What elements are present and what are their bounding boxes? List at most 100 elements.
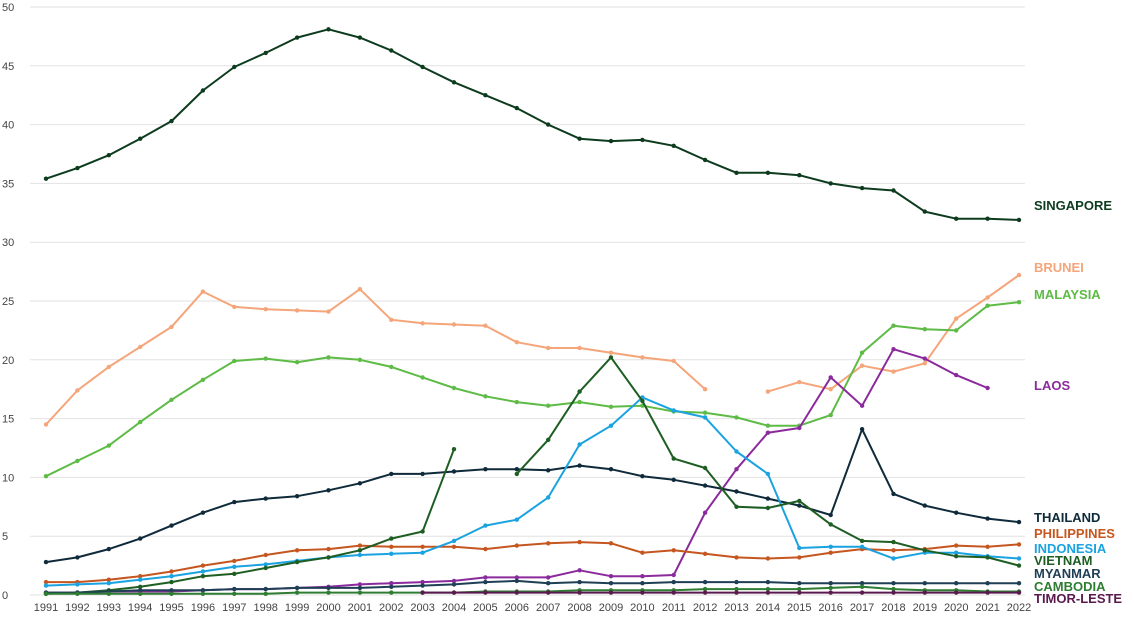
data-point (514, 517, 519, 522)
series-line (45, 428, 1020, 564)
data-point (43, 176, 49, 181)
data-point (828, 181, 833, 186)
x-tick-label: 1999 (285, 602, 309, 614)
data-point (891, 188, 896, 193)
data-point (169, 591, 174, 596)
data-point (797, 173, 802, 178)
data-point (169, 118, 174, 124)
series-label: CAMBODIA (1034, 579, 1106, 594)
data-point (357, 287, 363, 292)
data-point (859, 584, 865, 589)
data-point (985, 216, 990, 221)
data-point (765, 579, 771, 585)
data-point (640, 574, 645, 579)
data-point (326, 555, 331, 560)
data-point (1016, 519, 1022, 525)
data-point (546, 122, 551, 127)
x-tick-label: 2021 (975, 602, 999, 614)
series-label: INDONESIA (1034, 541, 1107, 556)
x-tick-label: 2009 (599, 602, 623, 614)
data-point (797, 545, 802, 551)
series-lines (43, 27, 1022, 596)
data-point (765, 423, 771, 428)
data-point (389, 471, 394, 477)
data-point (326, 585, 331, 591)
data-point (294, 559, 300, 565)
data-point (671, 548, 676, 553)
data-point (797, 590, 802, 595)
data-point (357, 590, 363, 595)
data-point (514, 399, 519, 405)
x-tick-label: 1992 (65, 602, 89, 614)
data-point (483, 590, 488, 595)
data-point (702, 579, 708, 585)
data-point (263, 591, 268, 596)
data-point (734, 449, 739, 454)
data-point (985, 581, 990, 586)
data-point (608, 355, 614, 360)
data-point (138, 536, 143, 541)
data-point (640, 137, 645, 143)
series-labels: SINGAPORE BRUNEI MALAYSIA LAOS THAILANDPHILI… (1034, 198, 1122, 606)
data-point (263, 586, 268, 592)
data-point (106, 581, 112, 586)
data-point (640, 398, 645, 404)
data-point (954, 328, 959, 333)
data-point (232, 564, 237, 569)
x-tick-label: 2022 (1007, 602, 1031, 614)
series-label: THAILAND (1034, 510, 1100, 525)
y-tick-label: 30 (2, 237, 14, 249)
data-point (922, 503, 927, 508)
data-point (765, 389, 771, 394)
data-point (326, 488, 331, 493)
series-label: MALAYSIA (1034, 287, 1101, 302)
data-point (138, 588, 143, 593)
data-point (294, 548, 300, 553)
data-point (514, 471, 519, 477)
series-line (46, 585, 1019, 595)
data-point (200, 563, 206, 568)
data-point (326, 546, 331, 552)
data-point (954, 590, 959, 595)
data-point (43, 591, 49, 596)
data-point (232, 586, 237, 592)
series-label: PHILIPPINES (1034, 526, 1115, 541)
data-point (608, 574, 614, 579)
data-point (420, 544, 425, 549)
data-point (514, 575, 519, 580)
data-point (702, 157, 708, 163)
series-line (45, 28, 1020, 221)
data-point (702, 590, 708, 595)
data-point (43, 474, 49, 479)
data-point (922, 548, 927, 553)
data-point (138, 419, 143, 425)
data-point (608, 467, 614, 472)
data-point (451, 447, 457, 452)
data-point (954, 550, 959, 555)
data-point (985, 385, 990, 391)
series-line (45, 396, 1020, 587)
data-point (451, 544, 457, 549)
data-point (828, 544, 833, 549)
data-point (577, 136, 582, 141)
data-point (797, 581, 802, 586)
data-point (577, 345, 582, 351)
data-point (169, 523, 174, 528)
data-point (514, 340, 519, 345)
series-singapore (43, 27, 1022, 223)
data-point (420, 375, 425, 380)
data-point (828, 375, 833, 380)
x-tick-label: 2002 (379, 602, 403, 614)
data-point (1016, 217, 1022, 223)
data-point (1016, 542, 1022, 547)
data-point (891, 323, 896, 328)
data-point (451, 578, 457, 584)
data-point (546, 581, 551, 586)
data-point (43, 583, 49, 588)
data-point (891, 347, 896, 352)
x-tick-label: 2005 (473, 602, 497, 614)
data-point (702, 465, 708, 471)
data-point (451, 385, 457, 391)
data-point (671, 143, 676, 148)
y-tick-label: 10 (2, 472, 14, 484)
